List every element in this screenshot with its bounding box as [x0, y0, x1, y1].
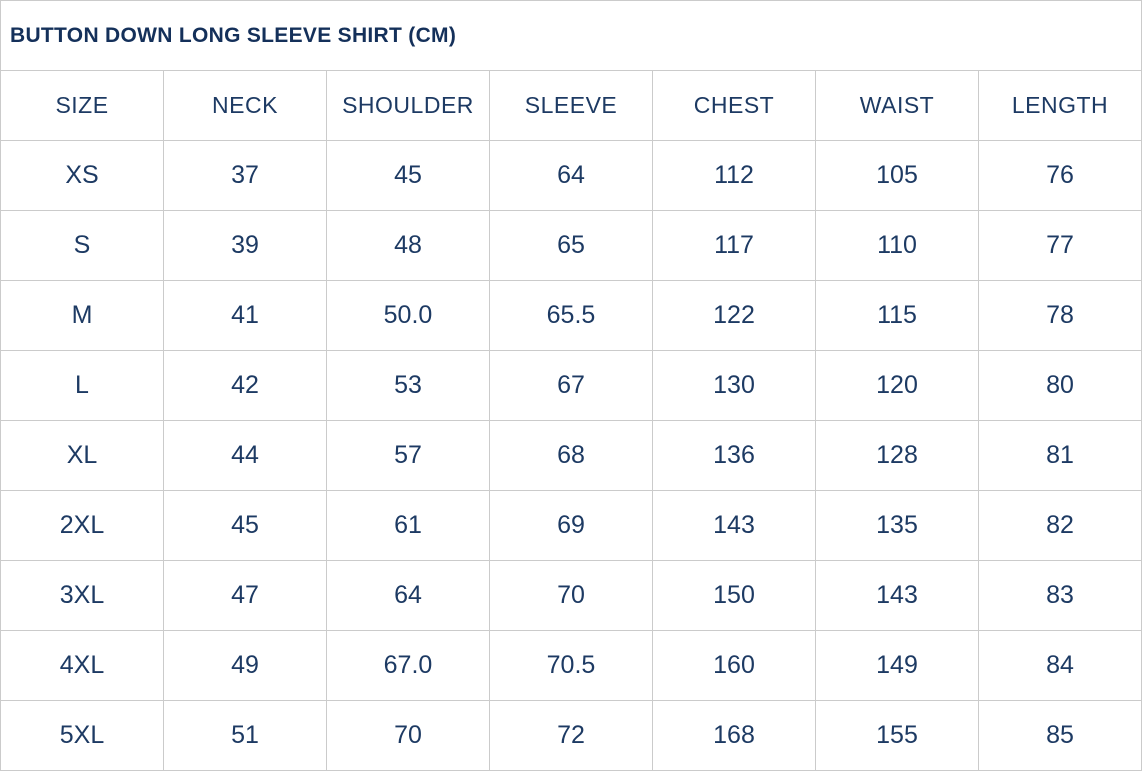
- row-size-label: 4XL: [0, 630, 164, 701]
- table-row: S 39 48 65 117 110 77: [0, 210, 1142, 281]
- table-cell: 39: [163, 210, 327, 281]
- table-cell: 76: [978, 140, 1142, 211]
- table-cell: 47: [163, 560, 327, 631]
- column-header-sleeve: SLEEVE: [489, 70, 653, 141]
- title-row: BUTTON DOWN LONG SLEEVE SHIRT (CM): [0, 0, 1142, 71]
- table-row: 5XL 51 70 72 168 155 85: [0, 700, 1142, 771]
- table-cell: 78: [978, 280, 1142, 351]
- table-row: XS 37 45 64 112 105 76: [0, 140, 1142, 211]
- table-row: 2XL 45 61 69 143 135 82: [0, 490, 1142, 561]
- row-size-label: L: [0, 350, 164, 421]
- table-cell: 122: [652, 280, 816, 351]
- table-cell: 65.5: [489, 280, 653, 351]
- table-cell: 70.5: [489, 630, 653, 701]
- table-cell: 168: [652, 700, 816, 771]
- row-size-label: 5XL: [0, 700, 164, 771]
- column-header-shoulder: SHOULDER: [326, 70, 490, 141]
- table-cell: 130: [652, 350, 816, 421]
- table-cell: 80: [978, 350, 1142, 421]
- table-cell: 120: [815, 350, 979, 421]
- table-cell: 65: [489, 210, 653, 281]
- table-cell: 160: [652, 630, 816, 701]
- table-cell: 143: [652, 490, 816, 561]
- table-cell: 67: [489, 350, 653, 421]
- row-size-label: XL: [0, 420, 164, 491]
- table-cell: 44: [163, 420, 327, 491]
- table-cell: 110: [815, 210, 979, 281]
- table-cell: 68: [489, 420, 653, 491]
- table-cell: 69: [489, 490, 653, 561]
- row-size-label: 3XL: [0, 560, 164, 631]
- table-cell: 53: [326, 350, 490, 421]
- table-cell: 155: [815, 700, 979, 771]
- table-cell: 84: [978, 630, 1142, 701]
- table-cell: 81: [978, 420, 1142, 491]
- column-header-chest: CHEST: [652, 70, 816, 141]
- table-cell: 45: [326, 140, 490, 211]
- table-cell: 50.0: [326, 280, 490, 351]
- table-cell: 48: [326, 210, 490, 281]
- table-cell: 149: [815, 630, 979, 701]
- table-cell: 51: [163, 700, 327, 771]
- column-header-size: SIZE: [0, 70, 164, 141]
- table-cell: 70: [489, 560, 653, 631]
- table-cell: 45: [163, 490, 327, 561]
- table-row: L 42 53 67 130 120 80: [0, 350, 1142, 421]
- table-row: XL 44 57 68 136 128 81: [0, 420, 1142, 491]
- table-cell: 37: [163, 140, 327, 211]
- table-body: XS 37 45 64 112 105 76 S 39 48 65 117 110 77 M 41 50.0 65…: [0, 140, 1142, 771]
- column-header-length: LENGTH: [978, 70, 1142, 141]
- table-cell: 117: [652, 210, 816, 281]
- table-row: M 41 50.0 65.5 122 115 78: [0, 280, 1142, 351]
- table-cell: 150: [652, 560, 816, 631]
- table-cell: 57: [326, 420, 490, 491]
- table-cell: 83: [978, 560, 1142, 631]
- table-cell: 136: [652, 420, 816, 491]
- table-cell: 70: [326, 700, 490, 771]
- table-cell: 67.0: [326, 630, 490, 701]
- table-cell: 105: [815, 140, 979, 211]
- table-cell: 135: [815, 490, 979, 561]
- table-cell: 82: [978, 490, 1142, 561]
- row-size-label: 2XL: [0, 490, 164, 561]
- table-cell: 49: [163, 630, 327, 701]
- table-cell: 61: [326, 490, 490, 561]
- table-cell: 77: [978, 210, 1142, 281]
- table-cell: 72: [489, 700, 653, 771]
- chart-title: BUTTON DOWN LONG SLEEVE SHIRT (CM): [0, 0, 1142, 71]
- row-size-label: M: [0, 280, 164, 351]
- row-size-label: XS: [0, 140, 164, 211]
- header-row: SIZE NECK SHOULDER SLEEVE CHEST WAIST LENGTH: [0, 70, 1142, 141]
- table-cell: 143: [815, 560, 979, 631]
- table-cell: 41: [163, 280, 327, 351]
- column-header-neck: NECK: [163, 70, 327, 141]
- column-header-waist: WAIST: [815, 70, 979, 141]
- table-cell: 85: [978, 700, 1142, 771]
- table-cell: 115: [815, 280, 979, 351]
- table-cell: 64: [326, 560, 490, 631]
- row-size-label: S: [0, 210, 164, 281]
- table-cell: 42: [163, 350, 327, 421]
- table-row: 3XL 47 64 70 150 143 83: [0, 560, 1142, 631]
- table-cell: 128: [815, 420, 979, 491]
- table-cell: 64: [489, 140, 653, 211]
- table-row: 4XL 49 67.0 70.5 160 149 84: [0, 630, 1142, 701]
- table-cell: 112: [652, 140, 816, 211]
